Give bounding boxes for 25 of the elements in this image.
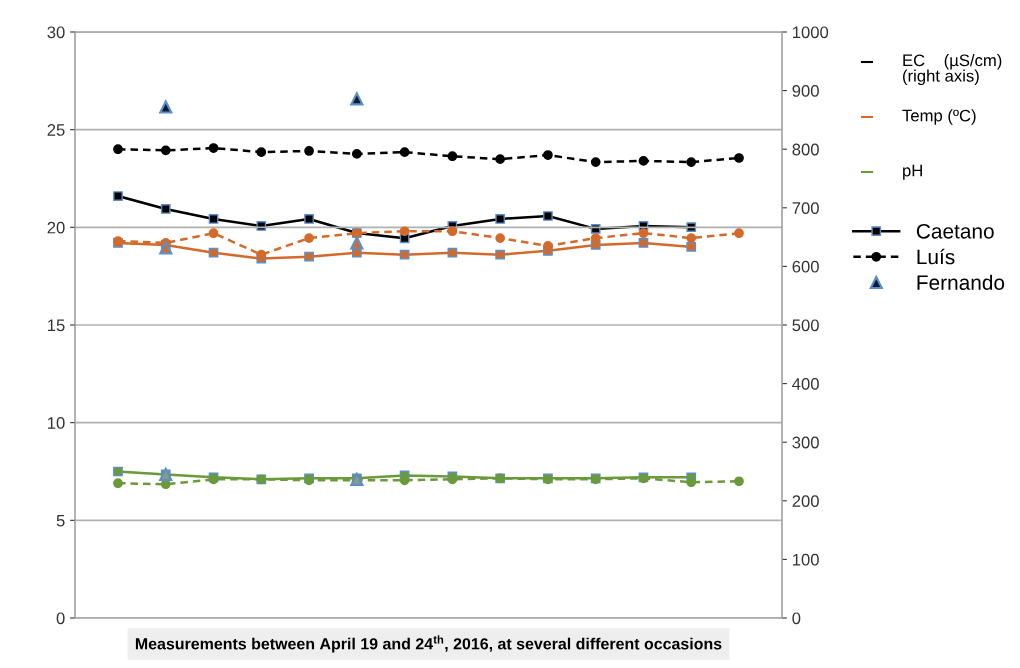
y-tick-label: 20	[47, 221, 65, 234]
y2-tick-label: 0	[792, 612, 801, 625]
y2-tick-label: 700	[792, 202, 819, 214]
y2-tick-label: 900	[792, 85, 819, 97]
x-axis-title: Measurements between April 19 and 24$^{th}$, 2016, at several different occasions	[135, 635, 722, 653]
y-tick-label: 0	[56, 612, 65, 625]
text: EC (µS/cm) (right axis)	[903, 53, 1002, 86]
y2-tick-label: 200	[792, 495, 819, 507]
text: pH	[903, 164, 922, 180]
y-tick-label: 30	[47, 26, 65, 39]
y2-tick-label: 1000	[792, 26, 829, 39]
y2-tick-label: 100	[792, 553, 819, 566]
y-tick-label: 10	[48, 417, 65, 429]
legend-label: Caetano	[916, 223, 994, 239]
y2-tick-label: 300	[792, 436, 819, 449]
y-tick-label: 5	[56, 514, 65, 527]
y-tick-label: 15	[48, 319, 65, 332]
legend-label: Fernando	[917, 274, 1005, 290]
y-tick-label: 25	[47, 124, 65, 136]
y2-tick-label: 400	[792, 378, 819, 390]
text: Temp (ºC)	[902, 109, 976, 125]
legend-label: Luís	[917, 248, 955, 265]
y2-tick-label: 800	[792, 143, 819, 156]
y2-tick-label: 600	[792, 260, 819, 273]
y2-tick-label: 500	[792, 319, 819, 332]
